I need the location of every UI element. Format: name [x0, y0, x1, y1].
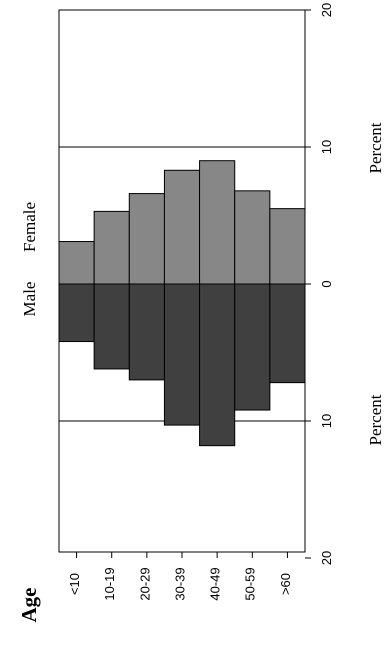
axis-labels: Female Male Percent Percent Age: [17, 122, 385, 622]
bar-male: [93, 283, 130, 370]
bar-male: [58, 283, 95, 343]
category-tick-label: >60: [278, 573, 293, 595]
bar-female: [234, 190, 271, 285]
bar-female: [93, 210, 130, 285]
category-axis-label: Age: [17, 588, 41, 623]
bar-male: [199, 283, 236, 447]
category-tick-label: 20-29: [137, 567, 152, 600]
bars: [58, 160, 306, 447]
value-axis-label-male: Percent: [366, 394, 385, 445]
category-tick-label: 10-19: [102, 567, 117, 600]
value-tick-label: 10: [319, 140, 334, 154]
category-tick-label: 50-59: [243, 567, 258, 600]
bar-female: [128, 193, 165, 285]
value-tick-label: 20: [319, 3, 334, 17]
bar-female: [199, 160, 236, 285]
category-tick-label: 30-39: [172, 567, 187, 600]
bar-male: [234, 283, 271, 411]
bar-male: [269, 283, 306, 384]
bar-male: [163, 283, 201, 426]
value-tick-label: 10: [319, 414, 334, 428]
bar-female: [269, 208, 306, 285]
category-tick-label: 40-49: [208, 567, 223, 600]
series-label-female: Female: [20, 202, 39, 252]
bar-female: [163, 169, 201, 285]
category-tick-label: <10: [67, 573, 82, 595]
value-axis-label-female: Percent: [366, 122, 385, 173]
bar-female: [58, 241, 95, 285]
axis-ticks: 20 10 0 10 20 <10 10-19 20-29 30-39 40-49 50-59 >60: [67, 3, 334, 601]
value-tick-label: 20: [319, 551, 334, 565]
series-label-male: Male: [20, 282, 39, 317]
bar-male: [128, 283, 165, 381]
value-tick-label: 0: [319, 280, 334, 287]
